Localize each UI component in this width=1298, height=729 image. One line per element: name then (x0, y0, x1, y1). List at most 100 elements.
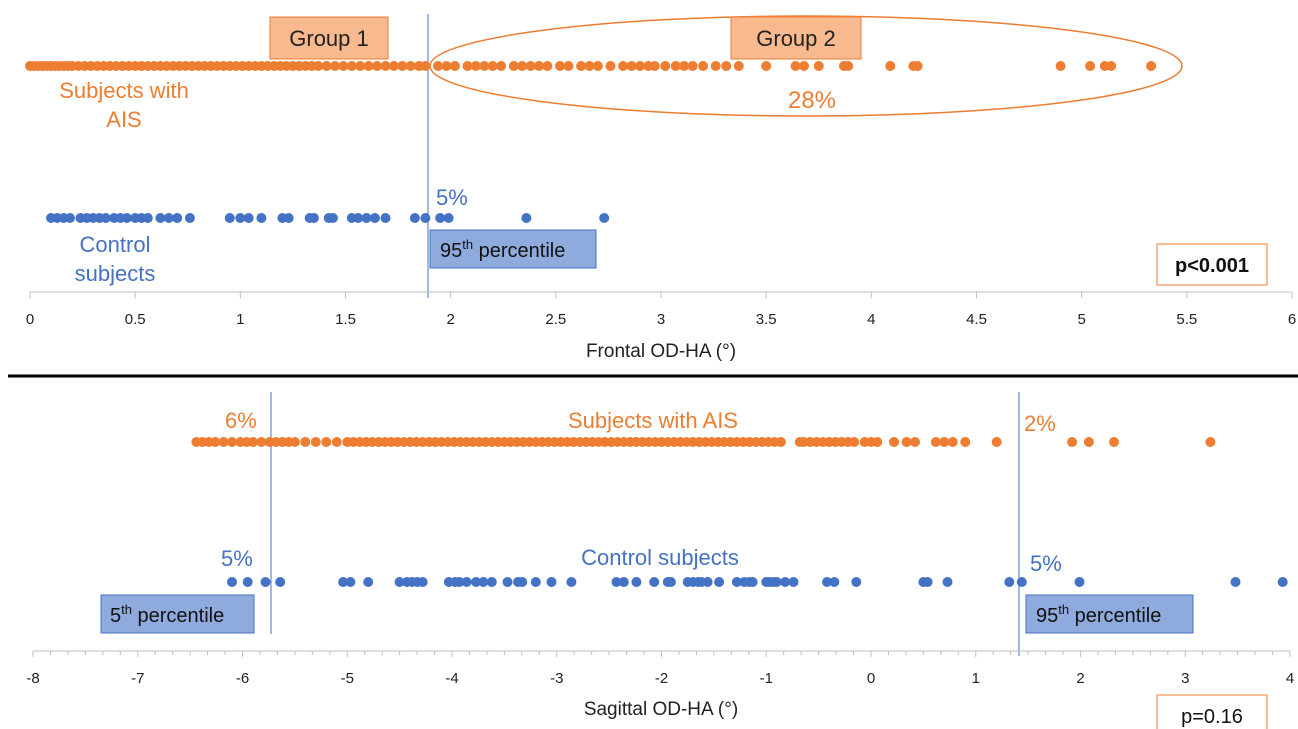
sagittal-control-point (1016, 577, 1027, 587)
frontal-control-point (308, 213, 319, 223)
sagittal-control-point (1074, 577, 1085, 587)
sagittal-ais-point (901, 437, 912, 447)
sagittal-x-tick-label: -4 (445, 670, 458, 687)
frontal-x-tick-label: 6 (1288, 311, 1296, 328)
frontal-control-percent: 5% (436, 185, 468, 210)
sagittal-x-ticks: -8 -7 -6 -5 -4 -3 -2 -1 0 1 2 3 4 (26, 651, 1294, 687)
frontal-x-tick-label: 4 (867, 311, 875, 328)
frontal-control-point (184, 213, 195, 223)
frontal-control-point (435, 213, 446, 223)
frontal-control-point (256, 213, 267, 223)
frontal-ais-point (346, 61, 357, 71)
frontal-ais-point (487, 61, 498, 71)
sagittal-ais-point (218, 437, 229, 447)
sagittal-x-tick-label: -7 (131, 670, 144, 687)
frontal-percentile-box (429, 229, 597, 269)
sagittal-control-point (788, 577, 799, 587)
frontal-ais-point (496, 61, 507, 71)
sagittal-pvalue-box (1156, 694, 1268, 729)
sag-high-percentile-num: 95 (1036, 605, 1058, 627)
sagittal-control-point (363, 577, 374, 587)
frontal-ais-point (449, 61, 460, 71)
frontal-ais-point (470, 61, 481, 71)
sagittal-ais-point (331, 437, 342, 447)
frontal-ais-point (813, 61, 824, 71)
frontal-control-point (409, 213, 420, 223)
frontal-ais-point (563, 61, 574, 71)
frontal-control-point (235, 213, 246, 223)
sagittal-control-point (517, 577, 528, 587)
sagittal-ais-point (947, 437, 958, 447)
sagittal-ais-point (210, 437, 221, 447)
sagittal-ais-point (872, 437, 883, 447)
frontal-ais-point (710, 61, 721, 71)
frontal-x-tick-label: 1 (236, 311, 244, 328)
sagittal-ais-point (991, 437, 1002, 447)
frontal-percentile-sup: th (462, 237, 473, 252)
frontal-control-point (361, 213, 372, 223)
sagittal-ais-point (960, 437, 971, 447)
frontal-ais-point (790, 61, 801, 71)
sagittal-ais-point (1109, 437, 1119, 447)
frontal-control-label-line2: subjects (75, 261, 156, 286)
frontal-ais-point (885, 61, 896, 71)
sagittal-x-tick-label: 2 (1076, 670, 1084, 687)
frontal-x-tick-label: 1.5 (335, 311, 356, 328)
frontal-x-tick-label: 3.5 (756, 311, 777, 328)
sagittal-control-point (771, 577, 782, 587)
sagittal-ais-points (191, 437, 1216, 447)
sagittal-x-tick-label: -1 (760, 670, 773, 687)
frontal-ais-point (761, 61, 772, 71)
frontal-ais-point (649, 61, 660, 71)
sagittal-control-point (338, 577, 349, 587)
sagittal-control-point (242, 577, 253, 587)
frontal-ais-point (433, 61, 443, 71)
group2-box (730, 16, 862, 60)
group2-label: Group 2 (756, 26, 836, 51)
sagittal-control-point (714, 577, 725, 587)
frontal-x-tick-label: 5 (1077, 311, 1085, 328)
sagittal-control-point (922, 577, 933, 587)
frontal-ais-point (517, 61, 528, 71)
sagittal-control-point (618, 577, 629, 587)
frontal-control-point (163, 213, 174, 223)
sag-high-percentile-word: percentile (1069, 605, 1161, 627)
frontal-ais-point (679, 61, 690, 71)
frontal-ais-point (660, 61, 671, 71)
frontal-percentile-label: 95th percentile (440, 237, 565, 262)
sagittal-control-point (649, 577, 660, 587)
sagittal-control-point (471, 577, 482, 587)
frontal-ais-point (843, 61, 854, 71)
frontal-ais-point (733, 61, 744, 71)
frontal-control-points (46, 213, 610, 223)
frontal-ais-point (441, 61, 452, 71)
frontal-x-ticks: 0 0.5 1 1.5 2 2.5 3 3.5 4 4.5 5 5.5 6 (26, 292, 1296, 328)
sagittal-x-tick-label: 3 (1181, 670, 1189, 687)
sagittal-x-tick-label: 0 (867, 670, 875, 687)
sagittal-control-point (731, 577, 742, 587)
frontal-control-point (172, 213, 183, 223)
frontal-ais-point (576, 61, 587, 71)
frontal-percentile-word: percentile (473, 240, 565, 262)
sagittal-ais-point (321, 437, 332, 447)
frontal-ais-point (405, 61, 416, 71)
sagittal-control-point (227, 577, 237, 587)
frontal-ais-point (380, 61, 391, 71)
frontal-ais-point (525, 61, 536, 71)
frontal-ais-point (542, 61, 553, 71)
frontal-x-tick-label: 0.5 (125, 311, 146, 328)
frontal-ais-point (605, 61, 616, 71)
sag-low-percentile-word: percentile (132, 605, 224, 627)
frontal-ais-label-line1: Subjects with (59, 78, 189, 103)
sagittal-ais-point (1205, 437, 1216, 447)
frontal-ais-point (388, 61, 399, 71)
sagittal-95th-percentile-box (1025, 594, 1194, 634)
frontal-control-point (420, 213, 431, 223)
frontal-control-point (380, 213, 391, 223)
sag-low-percentile-num: 5 (110, 605, 121, 627)
sagittal-control-high-percent: 5% (1030, 551, 1062, 576)
sagittal-control-point (665, 577, 676, 587)
frontal-control-point (100, 213, 111, 223)
sagittal-control-point (829, 577, 840, 587)
